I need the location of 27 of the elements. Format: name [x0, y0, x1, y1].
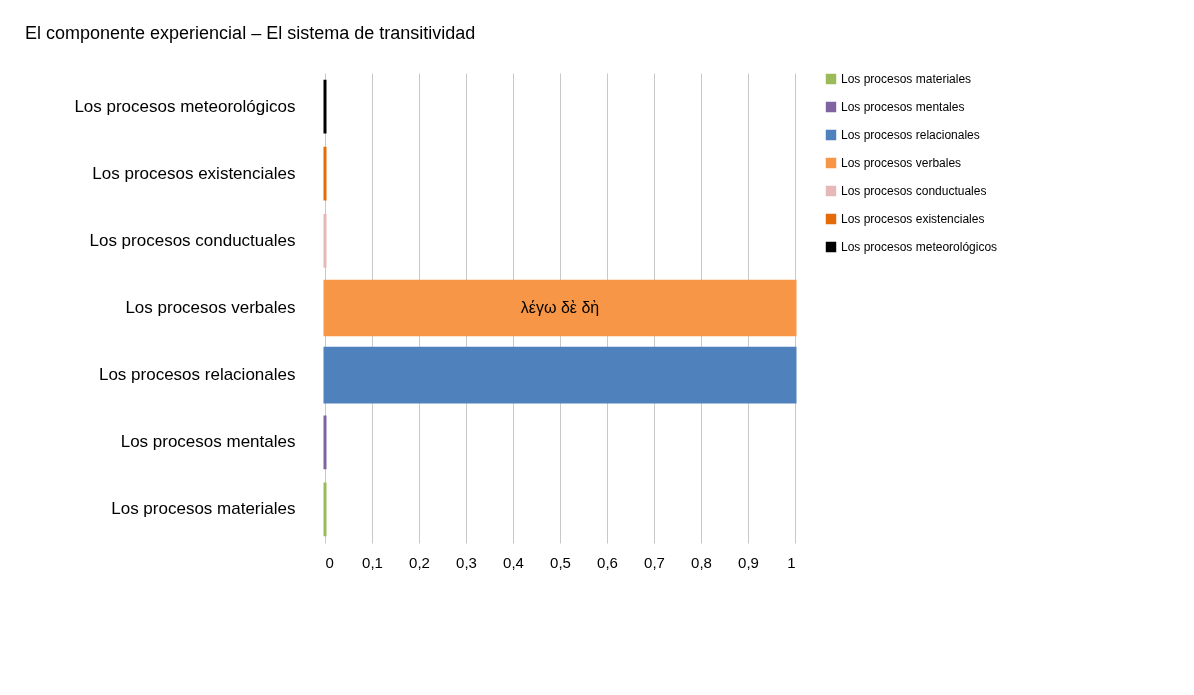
x-tick-label: 0,9: [738, 553, 759, 571]
y-tick-label: Los procesos conductuales: [89, 230, 296, 250]
x-tick-label: 0,1: [362, 553, 383, 571]
legend-label: Los procesos mentales: [841, 100, 965, 114]
legend-label: Los procesos verbales: [841, 156, 962, 170]
x-tick-label: 0,2: [409, 553, 430, 571]
annotation: λέγω δὲ δὴ: [520, 299, 600, 316]
y-tick-label: Los procesos relacionales: [98, 365, 296, 385]
x-tick-label: 0,7: [644, 553, 665, 571]
x-tick-label: 1: [787, 553, 796, 571]
y-tick-label: Los procesos mentales: [120, 432, 296, 452]
legend-label: Los procesos meteorológicos: [841, 240, 998, 254]
x-tick-label: 0,3: [456, 553, 477, 571]
y-tick-label: Los procesos verbales: [125, 298, 296, 317]
legend-label: Los procesos materiales: [841, 72, 972, 86]
x-tick-label: 0,6: [597, 553, 618, 571]
y-tick-label: Los procesos existenciales: [92, 163, 296, 183]
y-tick-label: Los procesos meteorológicos: [74, 96, 296, 116]
legend-label: Los procesos existenciales: [841, 212, 985, 226]
legend-label: Los procesos relacionales: [841, 128, 980, 142]
x-tick-label: 0: [325, 553, 334, 571]
x-tick-label: 0,4: [503, 553, 524, 571]
x-tick-label: 0,8: [691, 553, 712, 571]
chart-title: El componente experiencial – El sistema de transitividad: [25, 23, 476, 43]
x-tick-label: 0,5: [550, 553, 571, 571]
legend-label: Los procesos conductuales: [841, 184, 987, 198]
y-tick-label: Los procesos materiales: [111, 499, 296, 519]
